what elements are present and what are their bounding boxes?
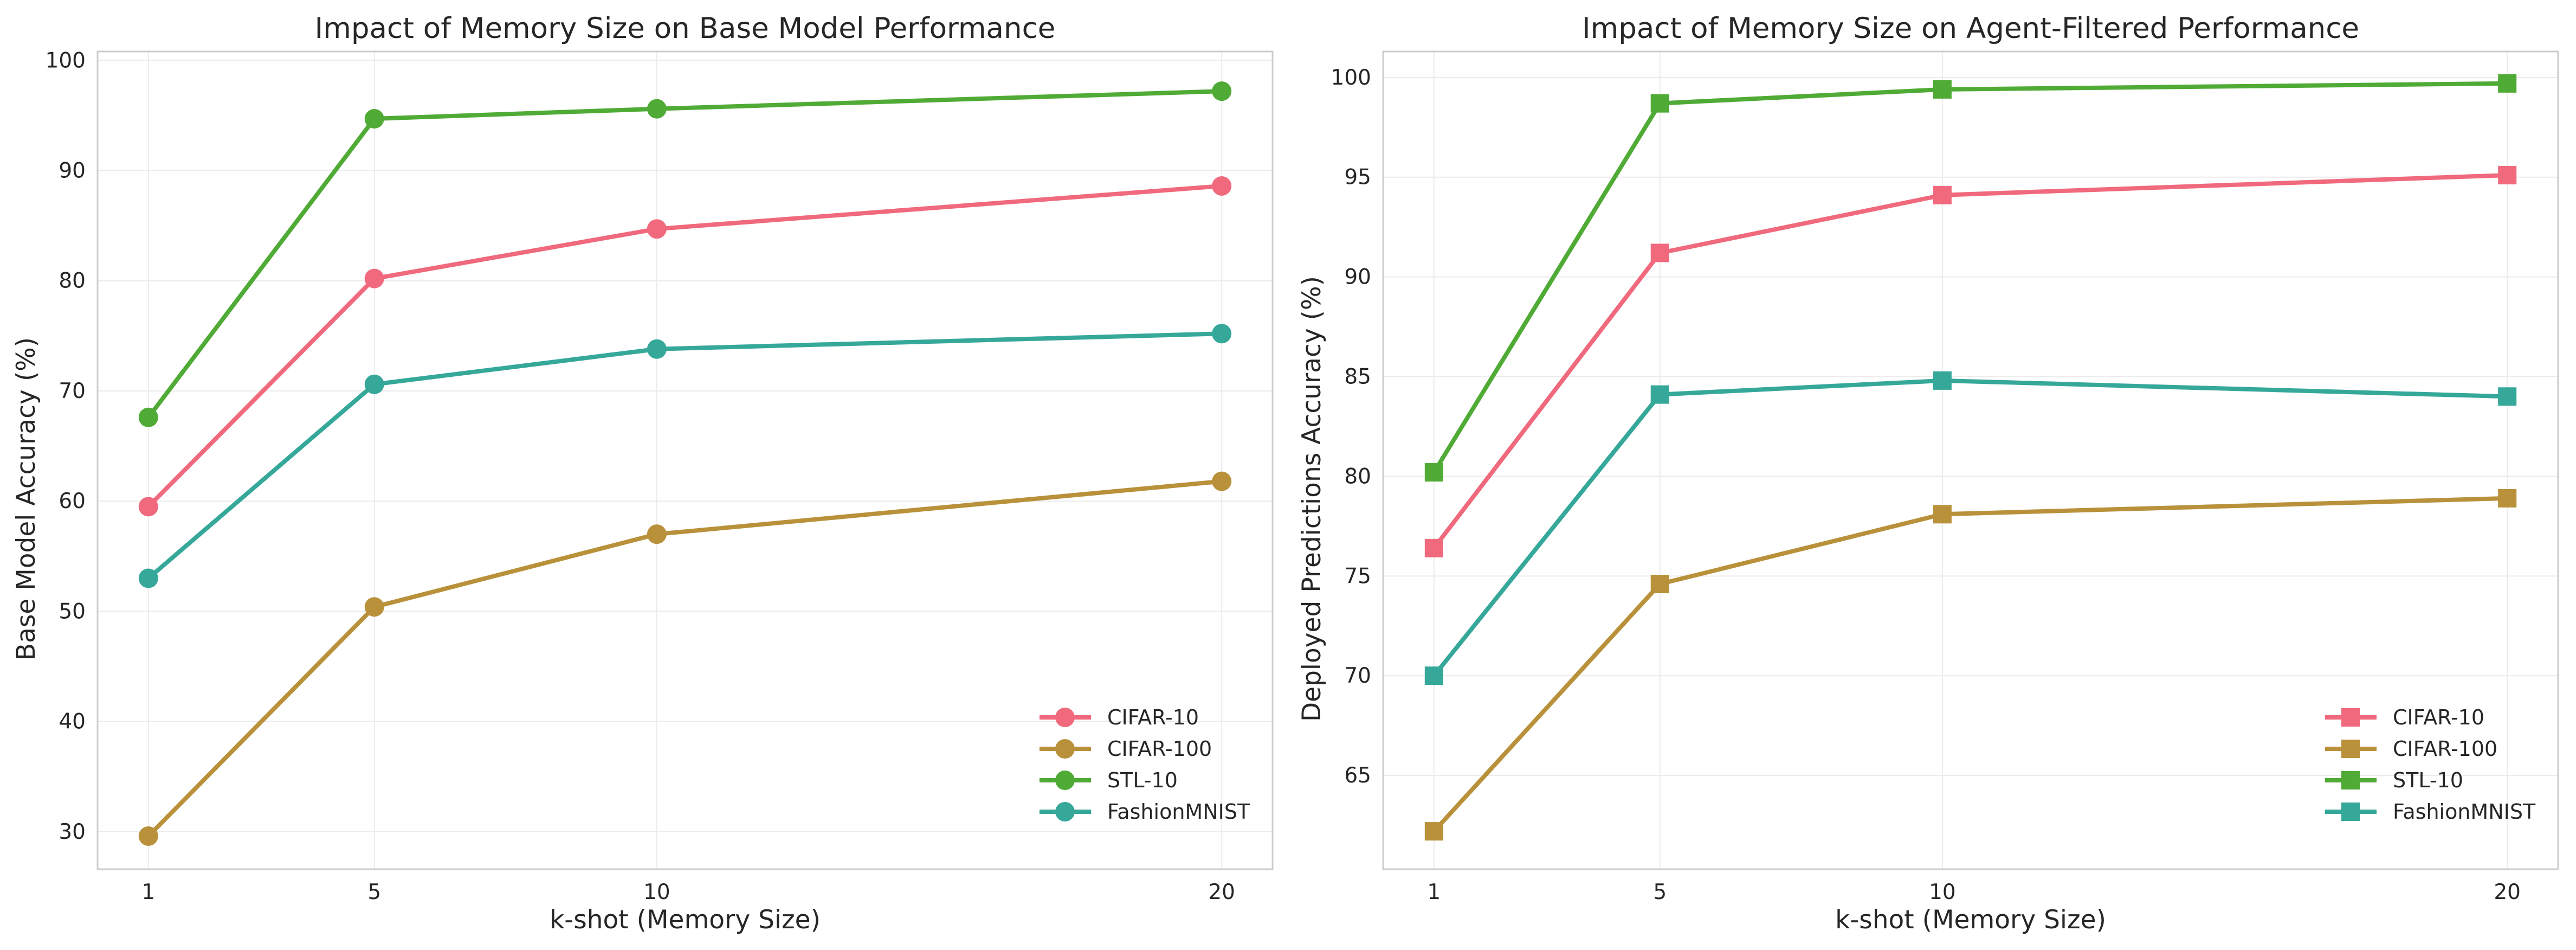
chart-panel-agent-filtered: Impact of Memory Size on Agent-Filtered … <box>1297 12 2559 935</box>
x-tick-label: 5 <box>367 880 381 904</box>
chart-title: Impact of Memory Size on Agent-Filtered … <box>1582 12 2359 45</box>
legend-marker-cifar-10 <box>2341 708 2360 727</box>
y-tick-label: 100 <box>46 48 86 73</box>
data-point-cifar-10 <box>1933 185 1952 204</box>
legend-marker-fashionmnist <box>2341 803 2360 821</box>
data-point-stl-10 <box>1933 80 1952 99</box>
chart-title: Impact of Memory Size on Base Model Perf… <box>315 12 1056 45</box>
data-point-fashionmnist <box>647 339 667 359</box>
series-line-cifar-100 <box>1431 496 2510 834</box>
series-line-cifar-10 <box>146 183 1224 509</box>
x-tick-label: 1 <box>1427 880 1441 904</box>
data-point-cifar-10 <box>138 497 158 517</box>
series-line-fashionmnist <box>146 331 1224 581</box>
series-line-cifar-100 <box>146 479 1224 839</box>
data-point-cifar-100 <box>1650 575 1669 594</box>
data-point-cifar-100 <box>138 826 158 846</box>
data-point-cifar-10 <box>1424 538 1443 557</box>
data-point-stl-10 <box>1650 94 1669 113</box>
y-axis-label: Deployed Predictions Accuracy (%) <box>1297 276 1327 722</box>
data-point-cifar-100 <box>647 524 667 544</box>
data-point-fashionmnist <box>1933 371 1952 390</box>
y-tick-label: 30 <box>59 820 86 844</box>
legend-label: CIFAR-10 <box>1107 705 1199 729</box>
y-tick-label: 80 <box>59 269 86 293</box>
legend-label: STL-10 <box>1107 768 1178 792</box>
y-axis-label: Base Model Accuracy (%) <box>11 337 41 660</box>
series-line-cifar-10 <box>1431 173 2510 550</box>
plot-frame <box>1382 50 2559 870</box>
data-point-stl-10 <box>364 108 384 129</box>
legend-label: CIFAR-100 <box>2393 737 2497 761</box>
legend: CIFAR-10 CIFAR-100 STL-10 FashionMNIST <box>1040 705 1250 824</box>
data-point-stl-10 <box>1212 81 1232 101</box>
y-tick-label: 80 <box>1344 464 1371 489</box>
legend-marker-cifar-100 <box>1055 739 1075 759</box>
data-point-fashionmnist <box>1424 666 1443 685</box>
data-point-fashionmnist <box>1650 385 1669 404</box>
legend-label: FashionMNIST <box>2393 800 2536 824</box>
data-point-fashionmnist <box>364 374 384 394</box>
data-point-cifar-100 <box>2498 489 2517 508</box>
plot-area <box>98 52 1273 869</box>
x-tick-label: 20 <box>2494 880 2521 904</box>
plot-area <box>1383 52 2558 869</box>
data-point-stl-10 <box>1424 463 1443 482</box>
y-tick-label: 70 <box>1344 664 1371 688</box>
data-point-cifar-10 <box>1212 176 1232 196</box>
data-point-stl-10 <box>647 99 667 119</box>
chart-panel-base-model: Impact of Memory Size on Base Model Perf… <box>11 12 1274 935</box>
legend-marker-cifar-10 <box>1055 708 1075 727</box>
x-tick-label: 1 <box>141 880 155 904</box>
data-point-fashionmnist <box>1212 324 1232 344</box>
legend: CIFAR-10 CIFAR-100 STL-10 FashionMNIST <box>2325 705 2536 824</box>
x-tick-label: 20 <box>1208 880 1235 904</box>
legend-label: FashionMNIST <box>1107 800 1250 824</box>
legend-marker-fashionmnist <box>1055 802 1075 821</box>
data-point-cifar-100 <box>1933 505 1952 524</box>
x-tick-label: 10 <box>1929 880 1956 904</box>
data-point-cifar-10 <box>364 268 384 288</box>
plot-frame <box>96 50 1274 870</box>
data-point-cifar-100 <box>364 597 384 617</box>
legend-marker-stl-10 <box>1055 771 1075 790</box>
y-tick-label: 40 <box>59 710 86 734</box>
data-point-fashionmnist <box>138 568 158 588</box>
data-point-stl-10 <box>2498 74 2517 93</box>
data-point-stl-10 <box>138 407 158 427</box>
y-tick-label: 60 <box>59 489 86 513</box>
series-line-stl-10 <box>146 89 1224 420</box>
series-line-stl-10 <box>1431 81 2510 475</box>
x-tick-label: 10 <box>643 880 670 904</box>
data-point-cifar-10 <box>647 219 667 239</box>
y-tick-label: 85 <box>1344 365 1371 389</box>
y-tick-label: 50 <box>59 599 86 624</box>
data-point-cifar-10 <box>1650 243 1669 262</box>
legend-label: CIFAR-100 <box>1107 737 1212 761</box>
data-point-cifar-100 <box>1212 471 1232 491</box>
y-tick-label: 70 <box>59 379 86 403</box>
y-tick-label: 90 <box>1344 265 1371 290</box>
data-point-fashionmnist <box>2498 387 2517 406</box>
data-point-cifar-100 <box>1424 822 1443 841</box>
x-tick-label: 5 <box>1653 880 1667 904</box>
legend-marker-cifar-100 <box>2341 740 2360 758</box>
y-tick-label: 95 <box>1344 165 1371 190</box>
legend-marker-stl-10 <box>2341 771 2360 789</box>
legend-label: CIFAR-10 <box>2393 705 2484 729</box>
y-tick-label: 100 <box>1331 66 1371 90</box>
x-axis-label: k-shot (Memory Size) <box>1835 905 2106 935</box>
legend-label: STL-10 <box>2393 768 2463 792</box>
series-line-fashionmnist <box>1431 378 2510 678</box>
y-tick-label: 65 <box>1344 763 1371 788</box>
x-axis-label: k-shot (Memory Size) <box>550 905 821 935</box>
data-point-cifar-10 <box>2498 166 2517 185</box>
y-tick-label: 75 <box>1344 564 1371 588</box>
y-tick-label: 90 <box>59 158 86 183</box>
